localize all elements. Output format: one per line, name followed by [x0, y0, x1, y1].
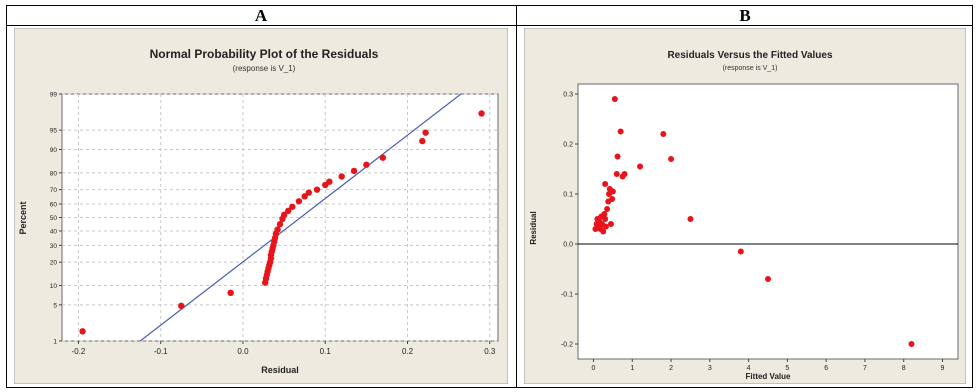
- chart-a-ytick-label: 20: [50, 260, 58, 267]
- chart-b-points: [592, 96, 915, 347]
- chart-b-point: [604, 206, 611, 212]
- chart-b-ytick-label: 0.2: [563, 142, 573, 149]
- chart-a-point: [285, 207, 292, 215]
- chart-a-ytick-label: 80: [50, 170, 58, 177]
- chart-b-subtitle: (response is V_1): [723, 65, 778, 72]
- panel-divider: [516, 5, 517, 388]
- chart-a-subtitle: (response is V_1): [233, 64, 296, 73]
- figure-frame: [6, 5, 973, 388]
- chart-a-ytick-label: 50: [50, 215, 58, 222]
- chart-b-point: [687, 216, 694, 222]
- chart-a-point: [280, 211, 288, 219]
- chart-b-ylabel: Residual: [529, 211, 538, 244]
- residuals-vs-fitted-plot: Residuals Versus the Fitted Values (resp…: [524, 28, 966, 384]
- chart-b-xtick-label: 4: [747, 365, 751, 372]
- chart-b-xtick-label: 5: [785, 365, 789, 372]
- chart-b-ytick-label: 0.0: [563, 242, 573, 249]
- chart-a-ylabel: Percent: [18, 201, 28, 234]
- chart-a-point: [419, 137, 426, 145]
- chart-a-point: [178, 302, 185, 310]
- chart-a-point: [326, 178, 333, 185]
- chart-b-point: [609, 196, 616, 202]
- chart-b-point: [607, 221, 614, 227]
- chart-a-point: [227, 289, 234, 297]
- header-divider: [6, 25, 973, 26]
- chart-b-point: [668, 156, 675, 162]
- chart-a-xtick-label: -0.1: [154, 347, 168, 356]
- chart-b-point: [611, 96, 618, 102]
- chart-a-ytick-label: 60: [50, 202, 58, 209]
- chart-b-xtick-label: 0: [592, 365, 596, 372]
- chart-b-point: [609, 188, 616, 195]
- chart-a-xtick-label: 0.0: [237, 347, 249, 356]
- chart-a-xtick-label: -0.2: [72, 347, 86, 356]
- chart-b-point: [617, 128, 624, 135]
- chart-b-xtick-label: 7: [863, 365, 867, 372]
- chart-a-point: [301, 193, 308, 200]
- chart-a-point: [79, 328, 86, 335]
- chart-a-point: [276, 220, 284, 228]
- chart-a-xlabel: Residual: [261, 365, 299, 375]
- chart-a-point: [305, 189, 312, 196]
- chart-a-xtick-label: 0.3: [484, 347, 496, 356]
- chart-b-point: [621, 171, 628, 177]
- chart-b-xtick-label: 3: [708, 365, 712, 372]
- chart-a-xtick-label: 0.2: [402, 347, 414, 356]
- chart-a-grid: [62, 93, 498, 342]
- chart-b-xtick-label: 9: [941, 365, 945, 372]
- chart-a-fit-line-group: [139, 93, 462, 342]
- chart-a-point: [478, 110, 485, 117]
- chart-b-point: [637, 163, 644, 170]
- panel-a-label: A: [254, 6, 268, 25]
- chart-b-plot-area: [577, 83, 959, 360]
- chart-b-xtick-label: 2: [669, 365, 673, 372]
- chart-a-point: [289, 203, 296, 210]
- chart-a-point: [422, 129, 429, 136]
- chart-b-ytick-label: 0.3: [563, 92, 573, 99]
- chart-b-point: [602, 223, 609, 230]
- chart-b-xtick-label: 1: [630, 365, 634, 372]
- chart-a-ytick-label: 90: [50, 147, 58, 154]
- chart-a-point: [295, 198, 303, 205]
- chart-a-ytick-label: 1: [53, 339, 57, 346]
- chart-a-xtick-label: 0.1: [320, 347, 332, 356]
- chart-b-point: [765, 276, 771, 282]
- chart-a-point: [363, 161, 370, 168]
- chart-b-point: [660, 131, 667, 137]
- chart-a-ytick-label: 70: [50, 187, 58, 194]
- chart-a-ticks: -0.2 -0.1 0.0 0.1 0.2 0.3 1 5 10 20 30 40 50 60 70 80 90…: [50, 92, 496, 357]
- chart-a-fit-line: [139, 93, 462, 342]
- chart-b-point: [602, 181, 609, 187]
- chart-b-point: [613, 171, 620, 177]
- chart-b-point: [601, 211, 608, 217]
- chart-a-point: [338, 173, 345, 180]
- chart-a-ytick-label: 40: [50, 228, 58, 235]
- chart-a-ytick-label: 10: [50, 283, 58, 290]
- chart-b-xtick-label: 8: [902, 365, 906, 372]
- chart-b-xtick-label: 6: [824, 365, 828, 372]
- chart-b-ytick-label: 0.1: [563, 192, 573, 199]
- chart-a-points: [79, 110, 485, 335]
- chart-a-ytick-label: 95: [50, 128, 58, 135]
- chart-a-ytick-label: 5: [53, 302, 57, 309]
- panel-b-label: B: [739, 6, 751, 25]
- chart-b-xlabel: Fitted Value: [746, 372, 791, 381]
- chart-b-point: [614, 153, 621, 160]
- chart-b-ytick-label: -0.2: [561, 342, 573, 349]
- chart-b-point: [600, 228, 607, 235]
- normal-probability-plot: Normal Probability Plot of the Residuals…: [14, 28, 508, 384]
- chart-a-ytick-label: 99: [50, 92, 58, 99]
- chart-a-title: Normal Probability Plot of the Residuals: [150, 47, 379, 61]
- chart-b-point: [602, 216, 609, 222]
- chart-a-point: [313, 186, 321, 193]
- chart-a-ytick-label: 30: [50, 243, 58, 250]
- chart-a-point: [274, 226, 281, 233]
- chart-a-point: [379, 154, 387, 161]
- chart-a-point: [350, 167, 358, 175]
- chart-b-point: [737, 248, 744, 255]
- chart-b-ytick-label: -0.1: [561, 292, 573, 299]
- chart-b-point: [908, 341, 915, 347]
- chart-b-title: Residuals Versus the Fitted Values: [667, 50, 833, 61]
- chart-b-ticks: 0 1 2 3 4 5 6 7 8 9 -0.2 -0.1 0.0 0.1 0.2 0.3: [561, 92, 945, 373]
